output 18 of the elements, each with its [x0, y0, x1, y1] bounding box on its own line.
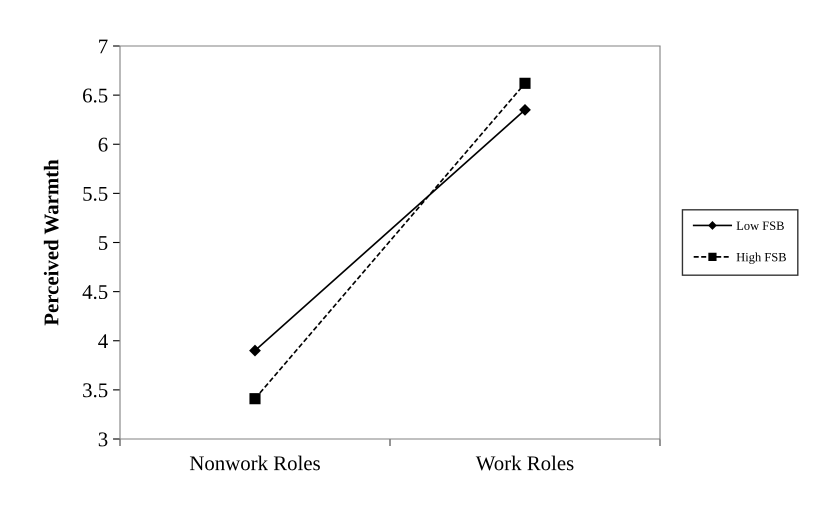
y-tick-label: 4 [98, 334, 108, 348]
y-tick-label: 6 [98, 138, 108, 152]
y-tick-label: 7 [99, 40, 108, 54]
y-tick-label: 3.5 [83, 383, 108, 398]
y-tick-label: 3 [98, 432, 108, 446]
x-tick-label: Nonwork Roles [190, 456, 320, 470]
point [249, 393, 261, 404]
y-tick-label: 5 [98, 236, 108, 250]
legend-label: Low FSB [736, 222, 784, 230]
y-axis-title: Perceived Warmth [44, 160, 59, 326]
point [519, 104, 531, 116]
legend-label: High FSB [736, 252, 786, 264]
point [519, 78, 531, 89]
y-tick-label: 4.5 [82, 285, 108, 300]
y-tick-label: 5.5 [83, 186, 108, 201]
y-tick-label: 6.5 [83, 88, 108, 103]
x-tick-label: Work Roles [476, 456, 574, 470]
point [249, 344, 261, 356]
